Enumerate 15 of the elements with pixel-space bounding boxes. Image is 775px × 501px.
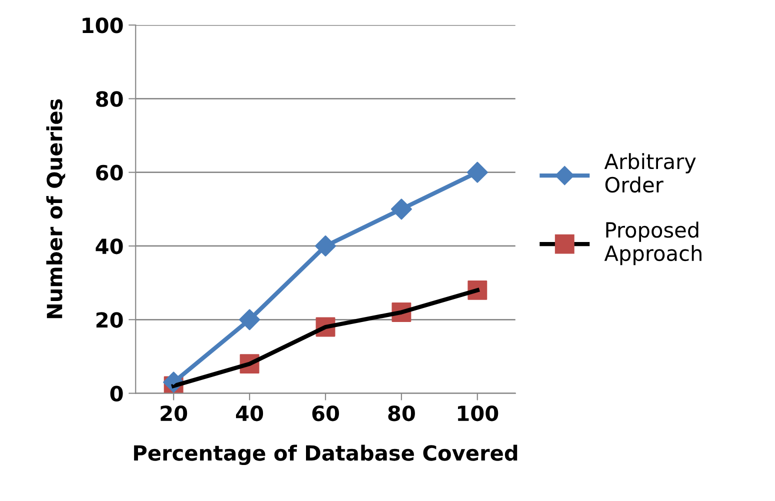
legend-label: Proposed Approach [604,222,702,266]
x-tick-label: 60 [312,405,339,422]
y-tick-label: 60 [96,164,123,181]
x-axis-title: Percentage of Database Covered [134,444,518,466]
y-tick-label: 100 [82,18,123,34]
x-tick-label: 20 [160,405,188,422]
y-tick-label: 40 [96,238,123,254]
y-axis-title: Number of Queries [46,99,66,318]
x-tick-label: 100 [458,405,498,422]
y-tick-label: 20 [96,312,123,328]
y-tick-label: 0 [110,386,123,402]
x-tick-label: 40 [236,405,264,422]
y-tick-label: 80 [96,91,123,107]
legend-label: Arbitrary Order [604,153,696,193]
x-tick-label: 80 [388,405,415,422]
